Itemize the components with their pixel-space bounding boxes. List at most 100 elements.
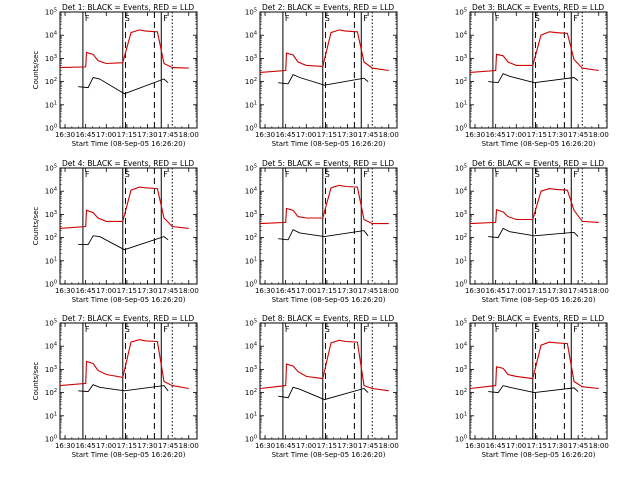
y-tick-label: 103: [455, 54, 467, 63]
events-series-line: [278, 229, 369, 241]
x-tick-label: 18:00: [379, 442, 399, 450]
panel-title: Det 6: BLACK = Events, RED = LLD: [472, 159, 604, 168]
marker-letter: F: [573, 170, 578, 179]
x-tick-label: 16:45: [486, 442, 506, 450]
y-tick-label: 101: [455, 100, 467, 109]
x-tick-label: 17:30: [137, 442, 157, 450]
lld-series-line: [260, 184, 389, 225]
y-tick-label: 101: [45, 100, 57, 109]
marker-letter: S: [535, 325, 540, 334]
lld-series-line: [60, 186, 189, 229]
x-tick-label: 17:15: [317, 131, 337, 139]
x-tick-label: 18:00: [379, 287, 399, 295]
y-tick-label: 103: [245, 210, 257, 219]
x-tick-label: 17:30: [137, 131, 157, 139]
x-tick-label: 17:00: [296, 287, 316, 295]
x-tick-label: 17:00: [506, 442, 526, 450]
y-tick-label: 103: [455, 365, 467, 374]
y-tick-label: 100: [245, 435, 257, 444]
marker-letter: F: [163, 170, 168, 179]
panel-title: Det 1: BLACK = Events, RED = LLD: [62, 3, 194, 12]
y-tick-label: 105: [455, 319, 467, 328]
x-tick-label: 16:45: [486, 131, 506, 139]
plot-frame: [469, 167, 608, 285]
marker-letter: F: [85, 14, 90, 23]
y-tick-label: 100: [245, 124, 257, 133]
events-series-line: [278, 74, 369, 86]
x-tick-label: 17:00: [506, 131, 526, 139]
marker-letter: S: [325, 325, 330, 334]
x-tick-label: 17:30: [547, 442, 567, 450]
panel-title: Det 4: BLACK = Events, RED = LLD: [62, 159, 194, 168]
plot-frame: [259, 11, 398, 129]
y-tick-label: 102: [455, 233, 467, 242]
y-tick-label: 105: [455, 8, 467, 17]
marker-letter: F: [573, 325, 578, 334]
x-tick-label: 16:30: [255, 287, 275, 295]
x-tick-label: 18:00: [179, 287, 199, 295]
x-tick-label: 17:45: [568, 442, 588, 450]
y-tick-label: 101: [245, 100, 257, 109]
y-tick-label: 103: [45, 54, 57, 63]
lld-series-line: [60, 339, 189, 390]
marker-letter: F: [85, 325, 90, 334]
y-tick-label: 100: [455, 280, 467, 289]
x-tick-label: 17:15: [317, 287, 337, 295]
marker-letter: S: [535, 14, 540, 23]
x-tick-label: 17:00: [506, 287, 526, 295]
y-tick-label: 100: [45, 124, 57, 133]
y-tick-label: 101: [45, 256, 57, 265]
y-tick-label: 104: [45, 342, 57, 351]
x-tick-label: 17:00: [96, 131, 116, 139]
lld-series-line: [260, 339, 389, 392]
y-tick-label: 102: [45, 233, 57, 242]
x-tick-label: 16:30: [55, 287, 75, 295]
y-tick-label: 104: [245, 342, 257, 351]
detector-panel-3: Det 3: BLACK = Events, RED = LLD 100 101 10…: [455, 3, 609, 148]
y-axis-title: Counts/sec: [32, 51, 40, 90]
panel-title: Det 2: BLACK = Events, RED = LLD: [262, 3, 394, 12]
plot-frame: [259, 322, 398, 440]
y-tick-label: 104: [455, 31, 467, 40]
y-tick-label: 104: [455, 342, 467, 351]
y-tick-label: 102: [245, 233, 257, 242]
y-tick-label: 105: [245, 8, 257, 17]
x-tick-label: 18:00: [179, 442, 199, 450]
y-tick-label: 102: [455, 388, 467, 397]
y-tick-label: 104: [45, 187, 57, 196]
y-tick-label: 101: [455, 411, 467, 420]
marker-letter: F: [85, 170, 90, 179]
x-tick-label: 17:45: [358, 442, 378, 450]
x-tick-label: 17:00: [96, 287, 116, 295]
marker-letter: S: [535, 170, 540, 179]
events-series-line: [78, 235, 169, 251]
y-tick-label: 100: [455, 124, 467, 133]
y-tick-label: 102: [45, 77, 57, 86]
plot-frame: [59, 167, 198, 285]
x-axis-title: Start Time (08-Sep-05 16:26:20): [72, 140, 186, 148]
events-series-line: [488, 73, 579, 84]
lld-series-line: [260, 29, 389, 73]
marker-letter: F: [163, 14, 168, 23]
x-tick-label: 17:15: [527, 131, 547, 139]
x-tick-label: 17:45: [158, 442, 178, 450]
x-tick-label: 17:15: [117, 287, 137, 295]
x-tick-label: 18:00: [379, 131, 399, 139]
x-axis-title: Start Time (08-Sep-05 16:26:20): [482, 451, 596, 459]
panel-title: Det 5: BLACK = Events, RED = LLD: [262, 159, 394, 168]
marker-letter: F: [495, 170, 500, 179]
y-axis-title: Counts/sec: [32, 362, 40, 401]
y-tick-label: 102: [455, 77, 467, 86]
events-series-line: [488, 227, 579, 239]
detector-panel-6: Det 6: BLACK = Events, RED = LLD 100 101 10…: [455, 159, 609, 304]
panel-title: Det 7: BLACK = Events, RED = LLD: [62, 314, 194, 323]
x-axis-title: Start Time (08-Sep-05 16:26:20): [72, 451, 186, 459]
marker-letter: F: [363, 14, 368, 23]
y-tick-label: 105: [455, 164, 467, 173]
x-axis-title: Start Time (08-Sep-05 16:26:20): [72, 296, 186, 304]
y-tick-label: 104: [45, 31, 57, 40]
events-series-line: [78, 76, 169, 95]
x-tick-label: 18:00: [589, 131, 609, 139]
detector-panel-9: Det 9: BLACK = Events, RED = LLD 100 101 10…: [455, 314, 609, 459]
x-axis-title: Start Time (08-Sep-05 16:26:20): [272, 296, 386, 304]
